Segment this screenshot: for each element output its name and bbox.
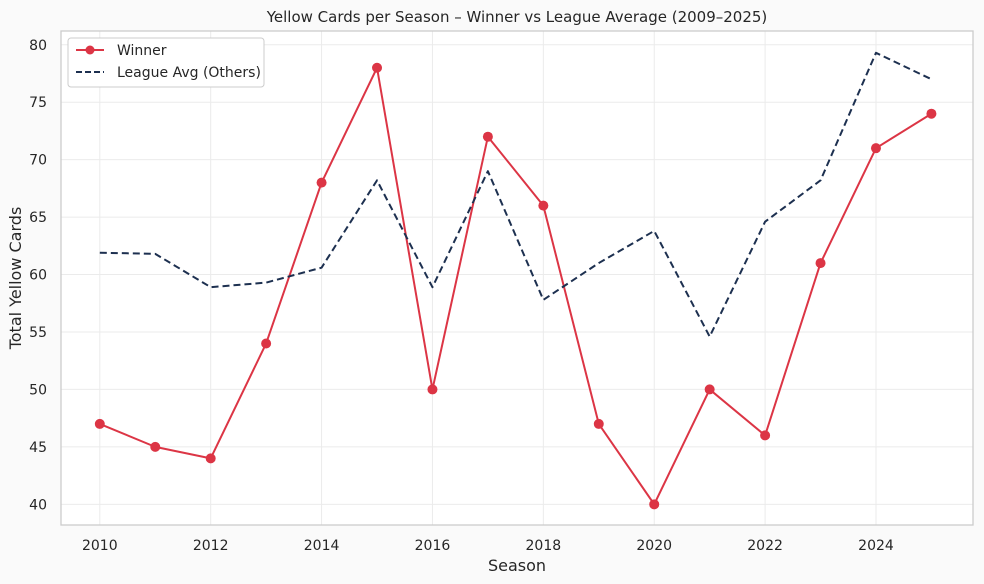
plot-area: [61, 31, 973, 525]
y-tick-label: 45: [29, 440, 47, 456]
y-tick-label: 60: [29, 268, 47, 284]
legend-winner-label: Winner: [117, 43, 167, 59]
plot-frame: [60, 30, 974, 526]
y-tick-label: 70: [29, 153, 47, 169]
y-tick-label: 50: [29, 382, 47, 398]
grid: [61, 31, 973, 525]
x-axis-ticks: 2010 2012 2014 2016 2018 2020 2022 2024: [82, 538, 894, 554]
series-0-point: [760, 430, 771, 441]
legend-league-avg-label: League Avg (Others): [117, 65, 261, 81]
series-0-point: [205, 453, 216, 464]
legend-winner-marker: [85, 45, 95, 55]
x-tick-label: 2016: [415, 538, 451, 554]
series-0-point: [372, 62, 383, 73]
y-tick-label: 55: [29, 325, 47, 341]
x-tick-label: 2022: [747, 538, 783, 554]
x-axis-title: Season: [488, 556, 546, 575]
x-tick-label: 2020: [636, 538, 672, 554]
series-0-point: [427, 384, 438, 395]
x-tick-label: 2024: [858, 538, 894, 554]
y-tick-label: 65: [29, 210, 47, 226]
series-0-point: [870, 143, 881, 154]
series-0-point: [926, 108, 937, 119]
series-layer: [94, 51, 937, 510]
series-0-point: [150, 441, 161, 452]
x-tick-label: 2010: [82, 538, 118, 554]
series-0-point: [261, 338, 272, 349]
series-0-point: [704, 384, 715, 395]
legend: Winner League Avg (Others): [67, 37, 265, 88]
x-tick-label: 2012: [193, 538, 229, 554]
x-tick-label: 2014: [304, 538, 340, 554]
series-0-point: [593, 418, 604, 429]
x-tick-label: 2018: [526, 538, 562, 554]
y-tick-label: 75: [29, 95, 47, 111]
legend-frame: [67, 37, 265, 88]
chart-title: Yellow Cards per Season – Winner vs Leag…: [266, 8, 768, 26]
series-0-point: [649, 499, 660, 510]
y-axis-ticks: 40 45 50 55 60 65 70 75 80: [29, 38, 47, 514]
y-tick-label: 80: [29, 38, 47, 54]
y-axis-title: Total Yellow Cards: [6, 207, 25, 351]
series-0-point: [482, 131, 493, 142]
y-tick-label: 40: [29, 497, 47, 513]
series-0-point: [538, 200, 549, 211]
series-0-point: [94, 418, 105, 429]
series-line-0: [99, 66, 932, 506]
series-0-point: [815, 258, 826, 269]
series-line-1: [99, 51, 932, 338]
series-0-point: [316, 177, 327, 188]
